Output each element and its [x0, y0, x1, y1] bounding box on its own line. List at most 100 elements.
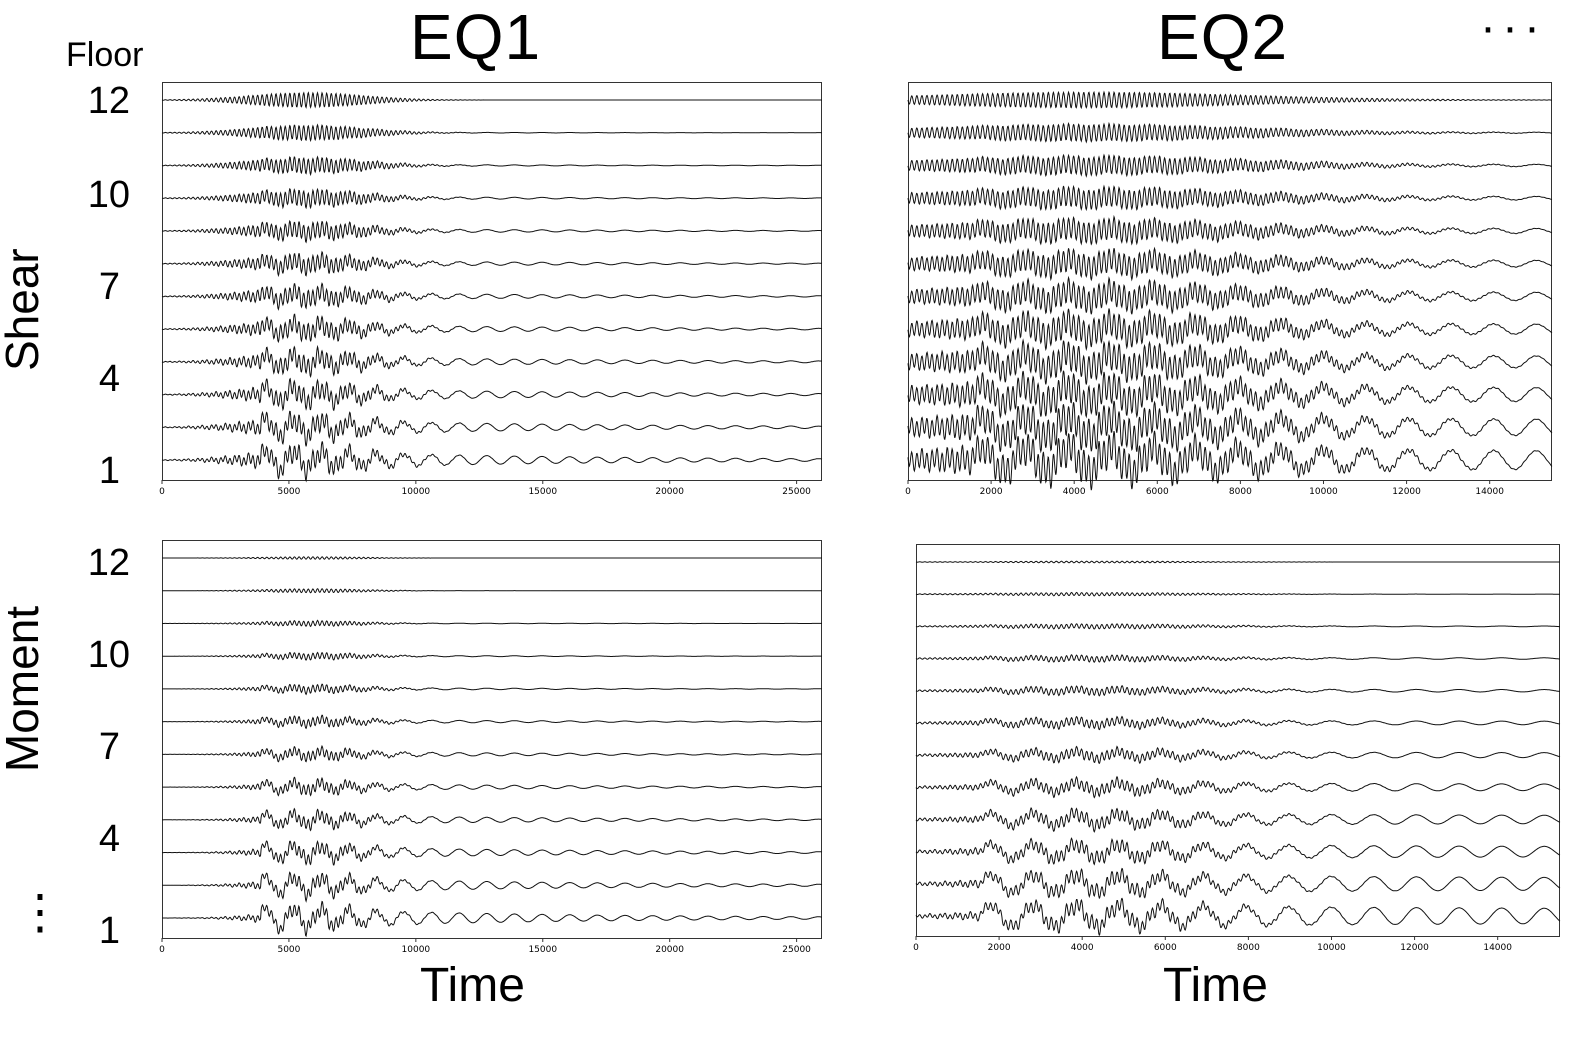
trace-floor-6 — [162, 744, 823, 763]
chart-eq1-moment: 0 5000 10000 15000 20000 25000 — [159, 540, 823, 955]
panel-eq2-shear: 0 2000 4000 6000 8000 10000 12000 14000 — [905, 82, 1553, 502]
trace-floor-5 — [915, 775, 1561, 799]
panel-eq1-moment: 0 5000 10000 15000 20000 25000 — [159, 540, 823, 960]
trace-floor-1 — [907, 430, 1553, 491]
trace-floor-9 — [162, 651, 822, 661]
x-tick-label: 8000 — [1229, 487, 1252, 497]
x-tick-label: 14000 — [1475, 487, 1504, 497]
trace-floor-4 — [161, 344, 823, 378]
floor-label-10: 10 — [87, 174, 130, 216]
column-header-eq2: EQ2 — [1157, 1, 1289, 73]
x-tick-label: 2000 — [988, 943, 1011, 953]
trace-floor-11 — [162, 588, 822, 594]
trace-floor-7 — [162, 714, 822, 730]
floor-header: Floor — [66, 36, 144, 74]
floor-label-1: 1 — [98, 910, 120, 952]
x-tick-label: 10000 — [402, 487, 431, 497]
trace-floor-11 — [161, 123, 822, 143]
x-tick-label: 25000 — [782, 945, 811, 955]
trace-floor-12 — [915, 560, 1560, 564]
floor-label-10: 10 — [87, 634, 130, 676]
trace-floor-6 — [161, 282, 822, 311]
row-header-moment: Moment — [0, 605, 48, 773]
x-tick-label: 6000 — [1154, 943, 1177, 953]
ellipsis-right: ··· — [1480, 1, 1546, 54]
x-axis-label-eq2: Time — [1163, 959, 1268, 1012]
trace-floor-4 — [162, 807, 822, 832]
ellipsis-bottom-text: ⋮ — [16, 886, 64, 939]
trace-floor-10 — [162, 619, 822, 628]
x-tick-label: 12000 — [1400, 943, 1429, 953]
x-tick-label: 5000 — [277, 945, 300, 955]
trace-floor-2 — [162, 871, 823, 903]
trace-floor-7 — [907, 246, 1553, 282]
trace-floor-2 — [907, 400, 1553, 454]
trace-floor-3 — [161, 377, 822, 412]
x-tick-label: 10000 — [1317, 943, 1346, 953]
x-tick-label: 15000 — [528, 945, 557, 955]
trace-floor-5 — [907, 308, 1553, 352]
ellipsis-bottom: ⋮ — [16, 889, 64, 937]
x-tick-label: 20000 — [655, 487, 684, 497]
trace-floor-5 — [162, 776, 822, 797]
trace-floor-8 — [915, 685, 1560, 697]
x-tick-label: 0 — [913, 943, 919, 953]
trace-floor-4 — [907, 338, 1553, 385]
trace-floor-7 — [915, 715, 1561, 731]
chart-eq2-shear: 0 2000 4000 6000 8000 10000 12000 14000 — [905, 82, 1553, 497]
trace-floor-12 — [907, 90, 1552, 110]
x-axis-label-eq1: Time — [420, 959, 525, 1012]
floor-label-7: 7 — [98, 726, 120, 768]
floor-label-4: 4 — [98, 358, 120, 400]
x-tick-label: 25000 — [782, 487, 811, 497]
plot-frame — [908, 82, 1552, 481]
trace-floor-7 — [161, 250, 823, 278]
floor-label-12: 12 — [87, 80, 130, 122]
floor-label-4: 4 — [98, 818, 120, 860]
trace-floor-5 — [161, 313, 823, 344]
row-header-shear: Shear — [0, 248, 48, 371]
x-tick-label: 0 — [159, 487, 165, 497]
floor-label-12: 12 — [87, 542, 130, 584]
trace-floor-3 — [161, 840, 823, 866]
x-tick-label: 15000 — [528, 487, 557, 497]
trace-floor-2 — [161, 410, 823, 447]
trace-floor-8 — [161, 219, 822, 244]
x-tick-label: 6000 — [1146, 487, 1169, 497]
trace-floor-12 — [161, 91, 822, 109]
x-tick-label: 12000 — [1392, 487, 1421, 497]
trace-floor-8 — [907, 214, 1553, 246]
trace-floor-9 — [907, 184, 1553, 212]
trace-floor-4 — [915, 807, 1561, 833]
trace-floor-2 — [915, 867, 1561, 900]
trace-floor-3 — [907, 370, 1553, 420]
trace-floor-11 — [907, 121, 1552, 144]
x-tick-label: 4000 — [1063, 487, 1086, 497]
trace-floor-9 — [915, 654, 1560, 663]
trace-floor-3 — [915, 837, 1561, 866]
plot-frame — [162, 540, 822, 939]
column-header-eq1: EQ1 — [410, 1, 542, 73]
x-tick-label: 0 — [159, 945, 165, 955]
x-tick-label: 8000 — [1237, 943, 1260, 953]
floor-label-1: 1 — [98, 450, 120, 492]
trace-floor-6 — [915, 745, 1561, 765]
trace-floor-1 — [161, 441, 823, 483]
x-tick-label: 10000 — [1309, 487, 1338, 497]
x-tick-label: 14000 — [1483, 943, 1512, 953]
trace-floor-10 — [915, 623, 1560, 630]
x-tick-label: 4000 — [1071, 943, 1094, 953]
plot-frame — [916, 544, 1560, 937]
plot-frame — [162, 82, 822, 481]
trace-floor-10 — [161, 155, 822, 177]
chart-eq2-moment: 0 2000 4000 6000 8000 10000 12000 14000 — [913, 544, 1561, 953]
trace-floor-1 — [915, 897, 1561, 937]
x-tick-label: 20000 — [655, 945, 684, 955]
trace-floor-6 — [907, 275, 1553, 315]
panel-eq2-moment: 0 2000 4000 6000 8000 10000 12000 14000 — [913, 544, 1561, 958]
x-tick-label: 0 — [905, 487, 911, 497]
trace-floor-10 — [907, 153, 1552, 178]
x-tick-label: 2000 — [980, 487, 1003, 497]
floor-label-7: 7 — [98, 266, 120, 308]
trace-floor-9 — [161, 187, 822, 210]
